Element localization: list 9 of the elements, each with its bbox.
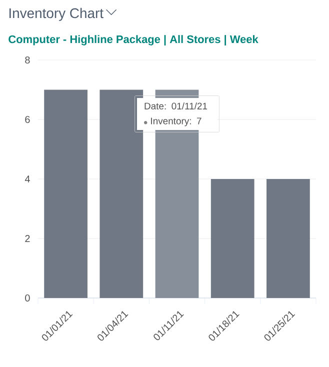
y-tick-label: 6 (25, 116, 30, 124)
y-tick-label: 8 (25, 56, 30, 64)
y-tick-label: 4 (24, 176, 30, 182)
y-tick-label: 2 (25, 235, 30, 242)
annotation: Inventory: 7 (151, 118, 202, 126)
annotation: Date: 01/11/21 (144, 102, 208, 110)
chart-subtitle: Computer - Highline Package | All Stores | Week (8, 35, 258, 46)
y-tick-label: 0 (25, 294, 30, 302)
chart-title: Inventory Chart (9, 8, 104, 21)
